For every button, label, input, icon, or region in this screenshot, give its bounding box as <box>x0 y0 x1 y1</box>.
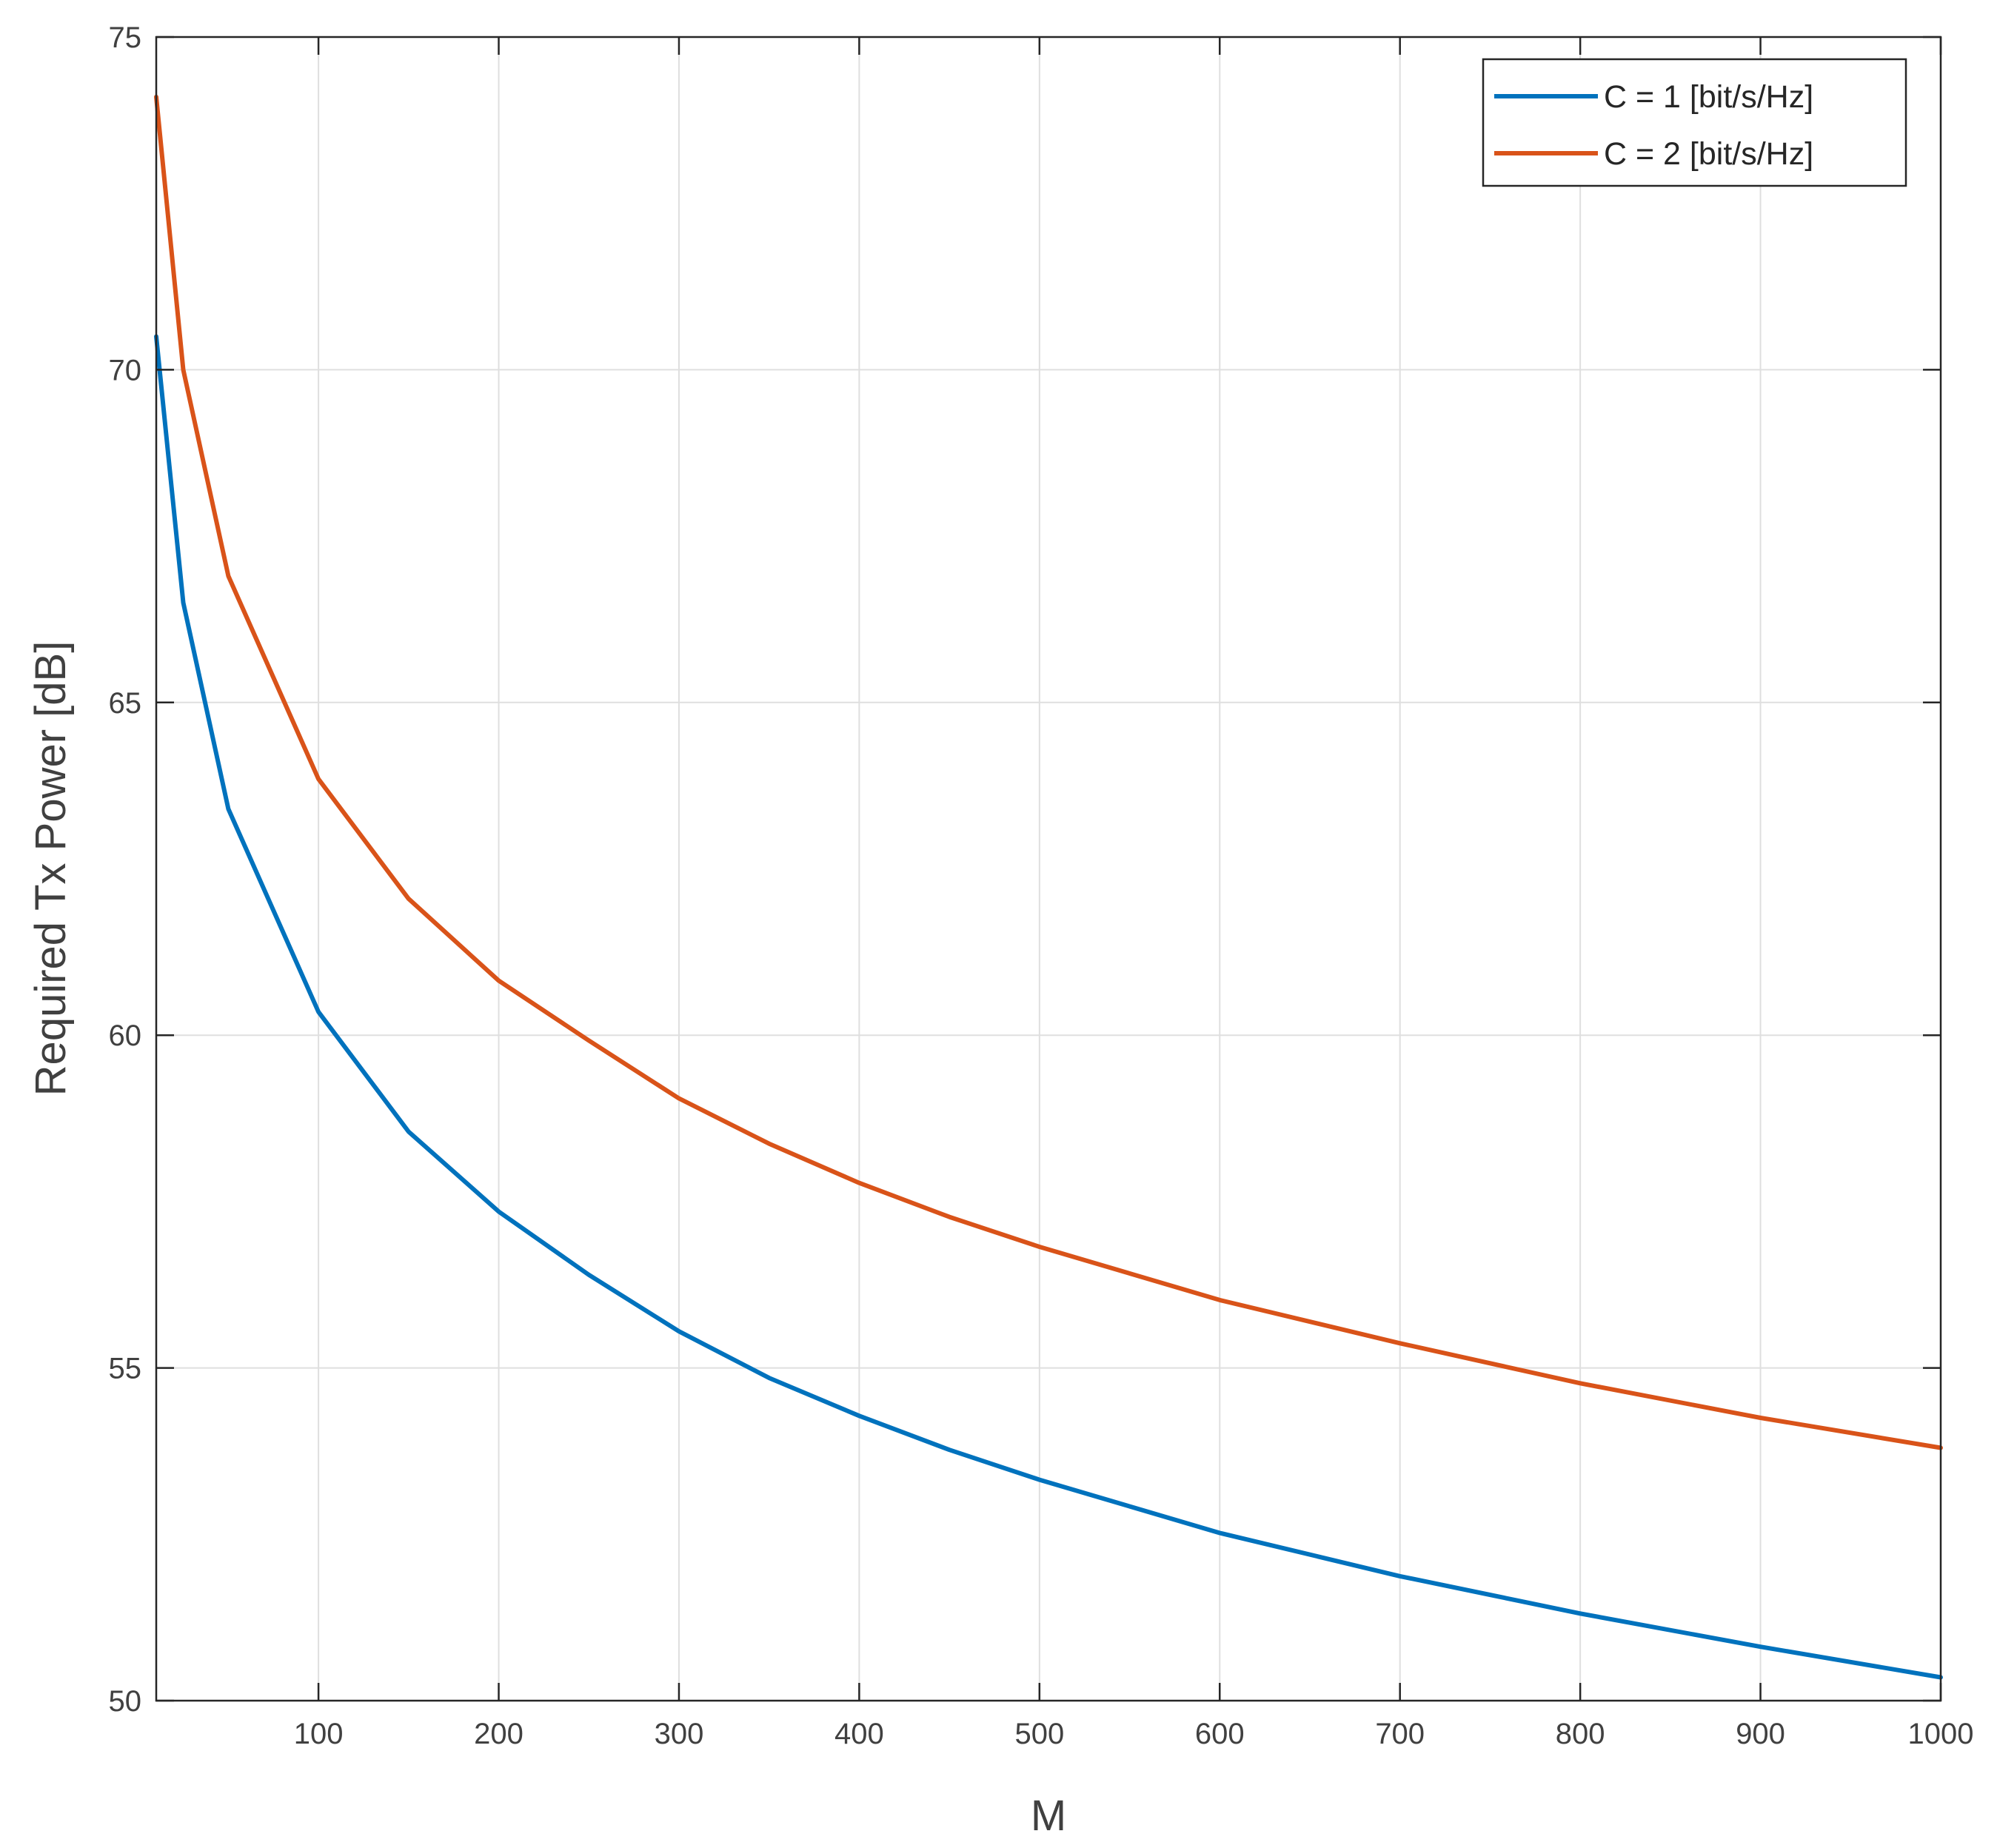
x-tick-label: 200 <box>474 1718 523 1750</box>
series-line-2 <box>154 94 1943 1450</box>
axis-ticks <box>156 36 1942 1702</box>
y-tick-label: 65 <box>109 687 142 720</box>
y-tick-label: 50 <box>109 1685 142 1718</box>
x-tick-label: 1000 <box>1908 1718 1974 1750</box>
plot-area <box>156 37 1941 1701</box>
series-line-1 <box>154 334 1943 1680</box>
legend-entry-2: C = 2 [bit/s/Hz] <box>1604 136 1813 172</box>
series-layer <box>154 94 1943 1680</box>
axes-box <box>155 36 1942 1702</box>
y-tick-label: 75 <box>109 21 142 54</box>
tick-labels: 100 200 300 400 500 600 700 800 900 1000 50 55 60 65 7… <box>109 21 1974 1750</box>
y-axis-label: Required Tx Power [dB] <box>27 641 75 1097</box>
x-tick-label: 900 <box>1736 1718 1785 1750</box>
y-tick-label: 60 <box>109 1020 142 1052</box>
x-tick-label: 400 <box>834 1718 884 1750</box>
legend-entry-1: C = 1 [bit/s/Hz] <box>1604 79 1813 115</box>
x-axis-label: M <box>1031 1792 1066 1840</box>
y-tick-label: 70 <box>109 354 142 386</box>
x-tick-label: 500 <box>1014 1718 1064 1750</box>
y-tick-label: 55 <box>109 1353 142 1385</box>
x-tick-label: 800 <box>1556 1718 1605 1750</box>
x-tick-label: 600 <box>1195 1718 1245 1750</box>
legend-box <box>1482 58 1907 187</box>
x-tick-label: 100 <box>294 1718 344 1750</box>
x-tick-label: 300 <box>655 1718 704 1750</box>
x-tick-label: 700 <box>1375 1718 1425 1750</box>
legend: C = 1 [bit/s/Hz] C = 2 [bit/s/Hz] <box>1482 58 1907 187</box>
